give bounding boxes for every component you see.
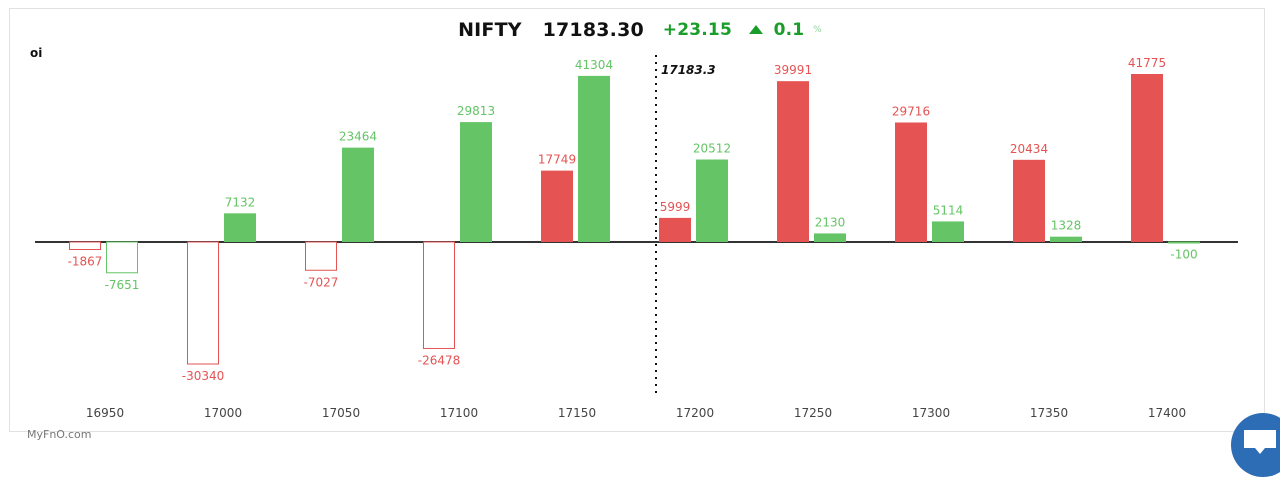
bar-value-label: -7651 — [105, 278, 140, 292]
spot-price-label: 17183.3 — [661, 63, 716, 77]
bar-value-label: 7132 — [225, 195, 256, 209]
put-bar[interactable] — [932, 221, 964, 242]
bar-value-label: 29716 — [892, 104, 930, 118]
put-bar[interactable] — [578, 75, 610, 242]
y-axis-label: oi — [30, 46, 43, 60]
call-bar[interactable] — [1131, 74, 1163, 242]
symbol-name: NIFTY — [458, 18, 522, 41]
chat-icon — [1244, 430, 1276, 448]
price-change: +23.15 — [662, 19, 732, 40]
call-bar-negative[interactable] — [187, 241, 219, 365]
chat-button[interactable] — [1231, 413, 1280, 477]
bar-value-label: -26478 — [418, 353, 461, 367]
put-bar-negative[interactable] — [106, 241, 138, 274]
x-tick-label: 17000 — [204, 406, 242, 420]
x-tick-label: 17200 — [676, 406, 714, 420]
chat-icon-tail — [1255, 448, 1265, 454]
call-bar[interactable] — [541, 170, 573, 242]
percent-change: 0.1 — [773, 19, 805, 40]
put-bar[interactable] — [814, 233, 846, 242]
bar-value-label: -7027 — [304, 275, 339, 289]
x-tick-label: 17100 — [440, 406, 478, 420]
bar-value-label: -100 — [1170, 247, 1197, 261]
call-bar[interactable] — [659, 217, 691, 242]
put-bar[interactable] — [342, 147, 374, 242]
oi-bar-chart: -1867-7651 16950 -30340 7132 17000 -7027 23464… — [35, 55, 1238, 420]
spot-price: 17183.30 — [542, 18, 644, 41]
x-tick-label: 17400 — [1148, 406, 1186, 420]
bar-value-label: 29813 — [457, 104, 495, 118]
x-tick-label: 17250 — [794, 406, 832, 420]
bar-value-label: 17749 — [538, 153, 576, 167]
percent-symbol: % — [813, 24, 822, 35]
up-arrow-icon — [748, 25, 763, 34]
bar-value-label: 5999 — [660, 200, 691, 214]
chart-frame — [9, 8, 1265, 432]
call-bar[interactable] — [895, 122, 927, 242]
put-bar[interactable] — [224, 213, 256, 242]
bar-value-label: 41775 — [1128, 56, 1166, 70]
put-bar[interactable] — [460, 122, 492, 242]
x-tick-label: 16950 — [86, 406, 124, 420]
x-tick-label: 17150 — [558, 406, 596, 420]
x-tick-label: 17050 — [322, 406, 360, 420]
watermark: MyFnO.com — [27, 428, 92, 441]
bar-value-label: 20512 — [693, 142, 731, 156]
bar-value-label: 23464 — [339, 130, 377, 144]
chart-header: NIFTY 17183.30 +23.15 0.1 % — [0, 18, 1280, 41]
call-bar[interactable] — [777, 81, 809, 242]
call-bar-negative[interactable] — [305, 241, 337, 271]
bar-value-label: 20434 — [1010, 142, 1048, 156]
call-bar-negative[interactable] — [69, 241, 101, 251]
put-bar[interactable] — [696, 159, 728, 242]
put-bar[interactable] — [1050, 236, 1082, 242]
x-tick-label: 17300 — [912, 406, 950, 420]
x-tick-label: 17350 — [1030, 406, 1068, 420]
call-bar-negative[interactable] — [423, 241, 455, 349]
put-bar-negative[interactable] — [1168, 241, 1200, 244]
bar-value-label: 39991 — [774, 63, 812, 77]
bar-value-label: -30340 — [182, 369, 225, 383]
bar-value-label: 5114 — [933, 203, 964, 217]
bar-value-label: -1867 — [68, 255, 103, 269]
call-bar[interactable] — [1013, 159, 1045, 242]
bar-value-label: 41304 — [575, 58, 613, 72]
bar-value-label: 2130 — [815, 215, 846, 229]
bar-value-label: 1328 — [1051, 219, 1082, 233]
